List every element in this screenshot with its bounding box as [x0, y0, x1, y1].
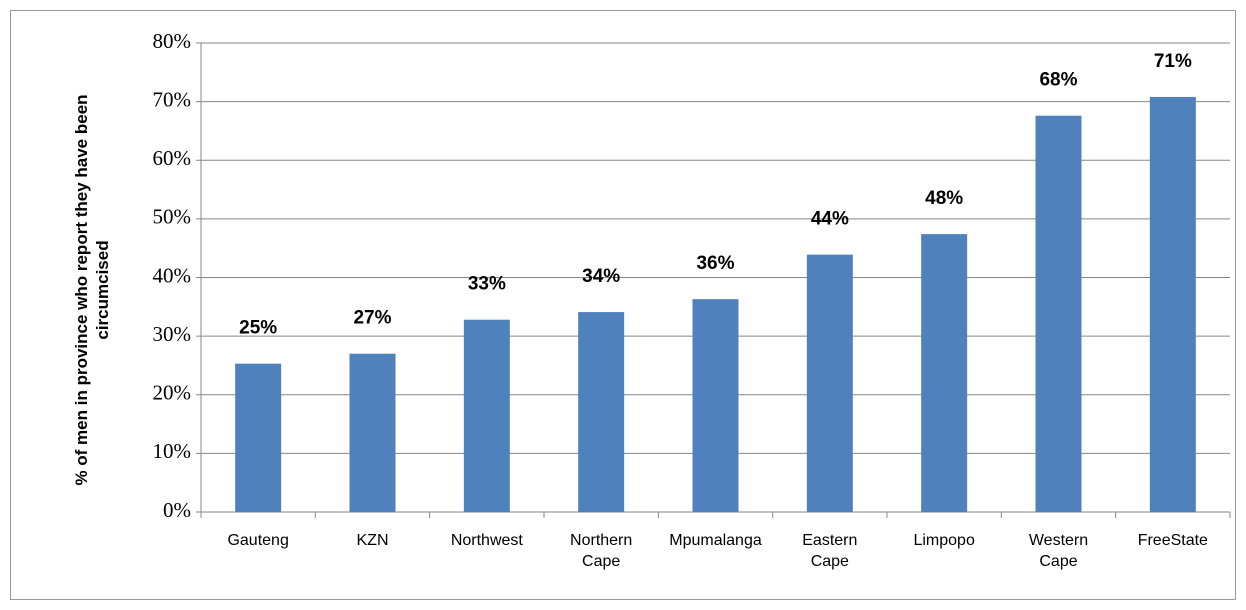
y-tick-label: 0%: [163, 498, 191, 522]
chart-border: [10, 10, 1236, 600]
value-label: 36%: [696, 253, 734, 274]
value-label: 33%: [468, 274, 506, 295]
x-tick-label: Western Cape: [1028, 532, 1089, 570]
bar: [578, 312, 625, 512]
value-label: 68%: [1039, 70, 1077, 91]
x-tick-label: Northern Cape: [570, 532, 633, 570]
x-tick-label: Limpopo: [913, 532, 975, 549]
y-tick-label: 40%: [153, 263, 192, 287]
value-label: 44%: [811, 209, 849, 230]
x-tick-label: Northwest: [450, 532, 523, 549]
bar: [921, 234, 968, 512]
y-tick-label: 30%: [153, 322, 192, 346]
x-tick-label: KZN: [356, 532, 389, 549]
value-label: 48%: [925, 188, 963, 209]
y-tick-label: 60%: [153, 146, 192, 170]
bar: [463, 319, 510, 512]
value-label: 25%: [239, 318, 277, 339]
x-tick-label: FreeState: [1137, 532, 1208, 549]
x-tick-label: Eastern Cape: [802, 532, 858, 570]
y-tick-label: 80%: [153, 29, 192, 53]
bar: [692, 299, 739, 512]
y-tick-label: 70%: [153, 87, 192, 111]
x-tick-label: Mpumalanga: [669, 532, 762, 549]
bar: [1035, 115, 1082, 512]
y-tick-label: 20%: [153, 381, 192, 405]
y-tick-label: 10%: [153, 439, 192, 463]
value-label: 71%: [1154, 51, 1192, 72]
value-label: 34%: [582, 266, 620, 287]
bar: [1149, 96, 1196, 512]
bar: [806, 254, 853, 513]
x-tick-label: Gauteng: [227, 532, 289, 549]
bar: [349, 353, 396, 512]
bar: [235, 363, 282, 512]
value-label: 27%: [353, 308, 391, 329]
y-tick-label: 50%: [153, 205, 192, 229]
y-axis-title: % of men in province who report they hav…: [72, 94, 112, 486]
